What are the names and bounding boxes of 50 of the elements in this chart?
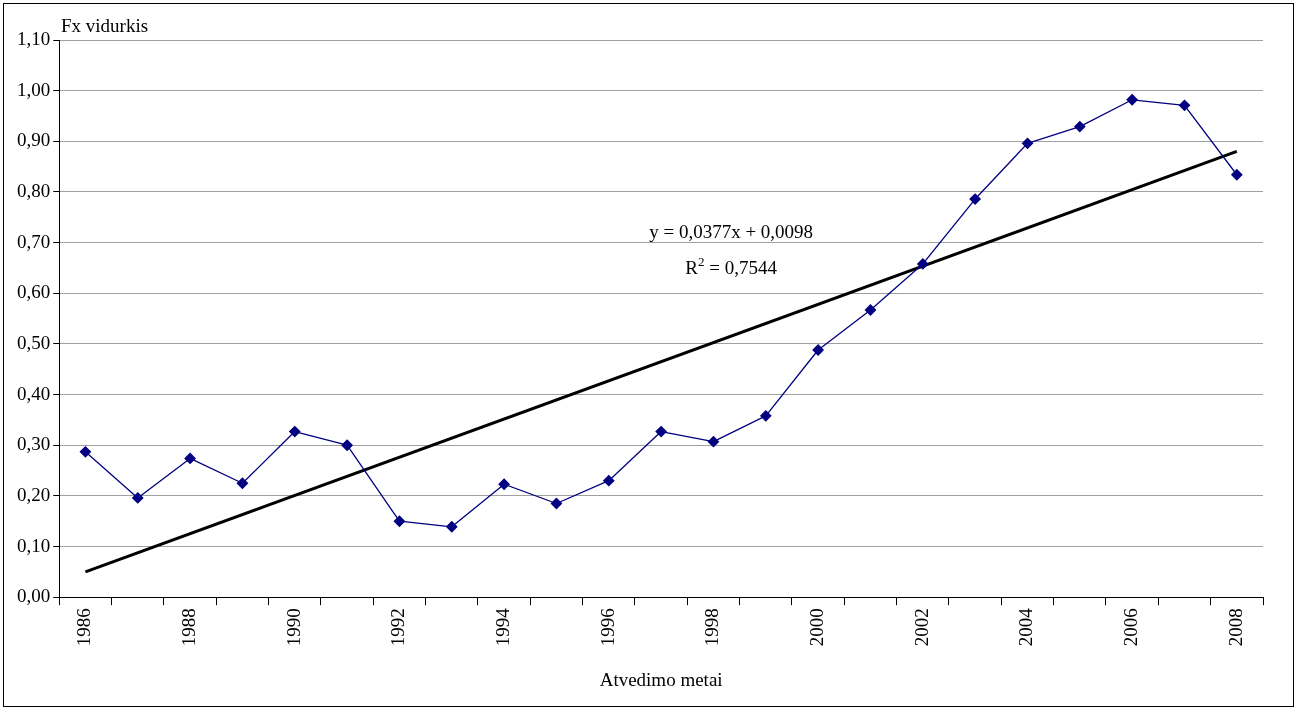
x-tick-label: 2006 (1120, 608, 1142, 647)
y-tick-label: 0,80 (17, 179, 51, 201)
point (760, 410, 772, 422)
point (1074, 120, 1086, 133)
point (498, 478, 510, 490)
x-tick-label: 2008 (1224, 608, 1246, 647)
point (393, 515, 406, 527)
y-tick-label: 0,90 (17, 129, 51, 151)
x-tick-label: 2000 (806, 608, 828, 647)
x-tick-label: 1990 (282, 608, 304, 647)
point (132, 492, 144, 504)
y-tick-label: 0,60 (17, 281, 51, 303)
x-tick-label: 1988 (178, 608, 200, 647)
point (1021, 137, 1034, 149)
point (969, 193, 981, 205)
point (236, 477, 249, 489)
x-tick-label: 1986 (73, 608, 95, 647)
x-tick-label: 2004 (1015, 607, 1037, 647)
y-tick-label: 0,40 (17, 382, 51, 404)
y-tick-label: 1,10 (17, 27, 51, 49)
point (1126, 94, 1138, 106)
y-tick-label: 1,00 (17, 78, 51, 100)
x-tick-label: 2002 (910, 608, 932, 647)
y-tick-label: 0,20 (17, 483, 51, 505)
point (1178, 99, 1191, 111)
y-tick-label: 0,70 (17, 230, 51, 252)
x-tick-label: 1996 (596, 608, 618, 647)
y-tick-label: 0,10 (17, 534, 51, 556)
point (655, 425, 667, 438)
point (603, 475, 615, 487)
annotation: y = 0,0377x + 0,0098 (649, 220, 814, 242)
point (812, 344, 824, 356)
y-tick-label: 0,30 (17, 433, 51, 455)
point (446, 521, 458, 533)
point (184, 452, 196, 465)
x-axis-title: Atvedimo metai (599, 668, 723, 690)
point (864, 304, 877, 316)
y-tick-label: 0,00 (17, 585, 51, 607)
x-tick-label: 1992 (387, 608, 409, 647)
point (341, 439, 353, 451)
point (289, 425, 301, 438)
point (550, 497, 563, 510)
x-tick-label: 1994 (492, 607, 514, 647)
y-tick-label: 0,50 (17, 331, 51, 353)
point (79, 446, 92, 458)
x-tick-label: 1998 (701, 608, 723, 647)
y-axis-title: Fx vidurkis (61, 15, 149, 36)
point (1231, 169, 1243, 181)
point (707, 436, 720, 448)
point (917, 258, 929, 270)
